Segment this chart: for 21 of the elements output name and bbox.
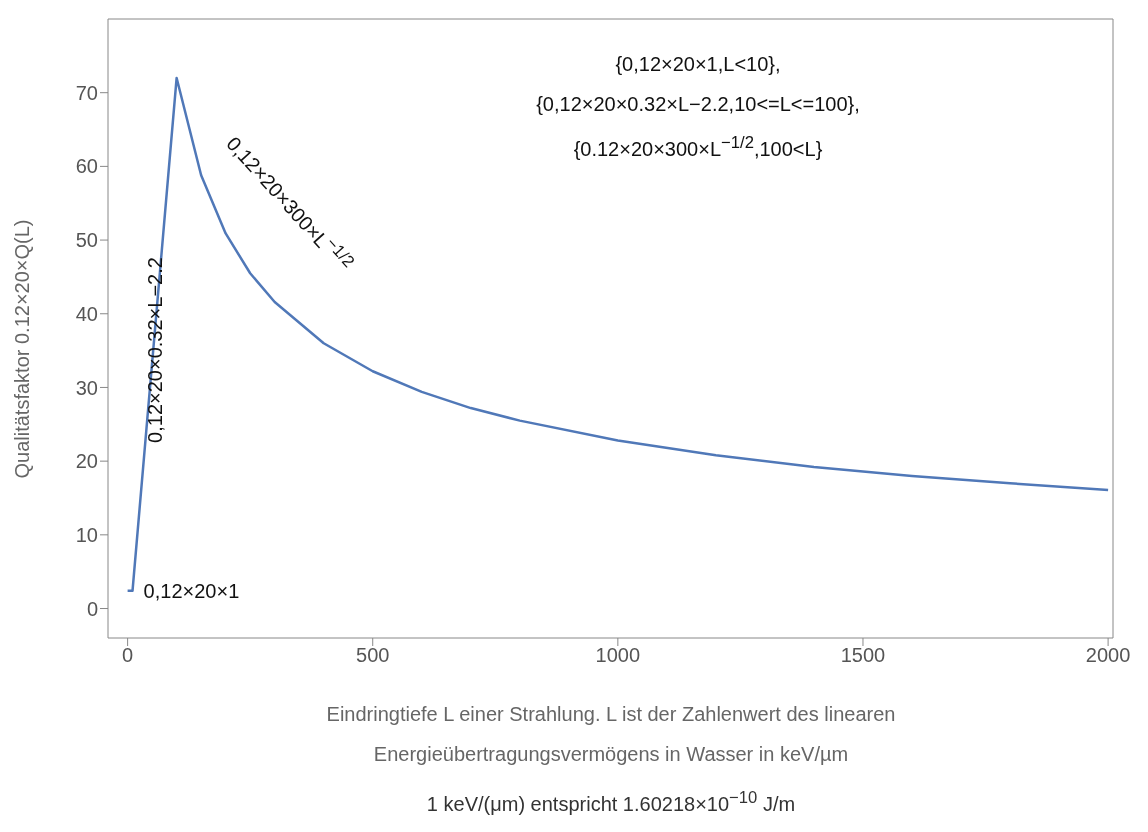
x-tick-label: 500 — [356, 644, 390, 667]
annotation: 0,12×20×0.32×L−2.2 — [143, 257, 167, 444]
text: 1 keV/(μm) entspricht 1.60218×10$^{−10}$ J/m — [425, 788, 797, 816]
y-tick-label: 70 — [75, 81, 98, 104]
y-tick-label: 0 — [86, 597, 98, 620]
y-tick-label: 40 — [75, 302, 98, 325]
annotation: 0,12×20×1 — [143, 579, 240, 603]
annotation: {0,12×20×1,L<10}, — [614, 53, 782, 76]
x-tick-label: 1500 — [840, 644, 886, 667]
y-tick-label: 50 — [75, 229, 98, 252]
y-tick-label: 10 — [75, 523, 98, 546]
y-tick-label: 30 — [75, 376, 98, 399]
y-axis-title: Qualitätsfaktor 0.12×20×Q(L) — [11, 219, 34, 479]
annotation: {0.12×20×300×L$^{−1/2}$,100<L} — [572, 133, 824, 161]
annotation: {0,12×20×0.32×L−2.2,10<=L<=100}, — [535, 93, 861, 116]
x-tick-label: 2000 — [1085, 644, 1131, 667]
x-tick-label: 0 — [122, 644, 134, 667]
x-tick-label: 1000 — [595, 644, 641, 667]
y-tick-label: 20 — [75, 450, 98, 473]
x-axis-title: Eindringtiefe L einer Strahlung. L ist der Zahlenwert des linearen Energieübertragungsvermögens in Wasser in keV/µm — [325, 702, 897, 767]
y-tick-label: 60 — [75, 155, 98, 178]
